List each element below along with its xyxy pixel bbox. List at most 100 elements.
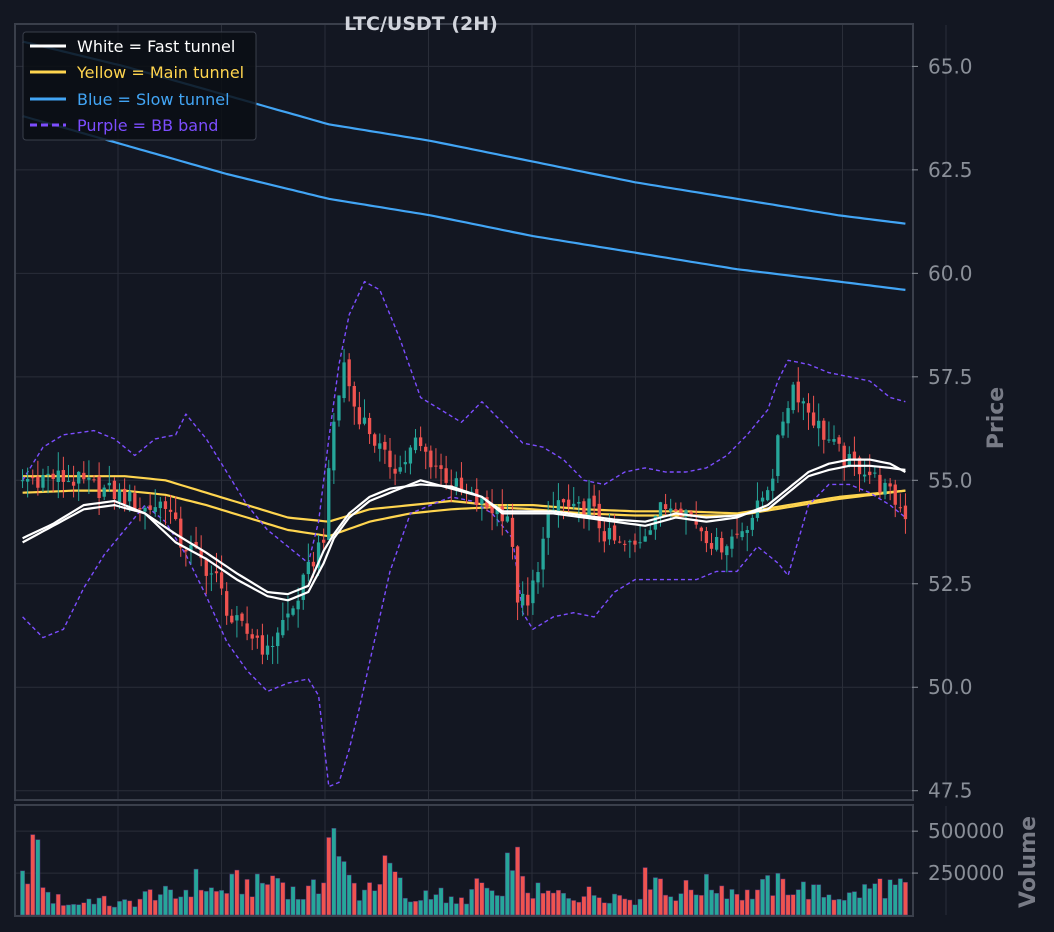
candle-body xyxy=(189,544,193,551)
bollinger-bands xyxy=(22,280,906,788)
volume-bar xyxy=(581,896,587,916)
volume-bar xyxy=(652,877,658,916)
candle-body xyxy=(827,439,831,441)
volume-bar xyxy=(739,899,745,916)
candle-body xyxy=(480,498,484,505)
candle-body xyxy=(25,478,30,482)
volume-bar xyxy=(198,889,204,916)
candle-body xyxy=(357,407,362,425)
volume-bar xyxy=(193,868,199,916)
volume-bar xyxy=(800,881,806,916)
candle-body xyxy=(41,475,45,488)
candle-body xyxy=(643,536,647,542)
candle-body xyxy=(730,536,734,549)
candle-body xyxy=(71,481,76,486)
candle-body xyxy=(128,491,132,502)
legend-main-label: Yellow = Main tunnel xyxy=(76,63,244,82)
candle-body xyxy=(888,483,892,487)
candle-body xyxy=(413,437,418,451)
volume-bar xyxy=(300,899,306,916)
volume-bar xyxy=(265,884,270,916)
candle-body xyxy=(760,497,765,502)
candle-body xyxy=(832,439,836,442)
price-tick-label: 57.5 xyxy=(928,365,973,389)
volume-bar xyxy=(40,887,46,916)
volume-bar xyxy=(494,895,500,916)
volume-bar xyxy=(188,896,194,916)
volume-bar xyxy=(515,846,521,916)
volume-bar xyxy=(55,894,61,916)
candle-body xyxy=(873,472,877,474)
candle-body xyxy=(112,480,117,500)
volume-bar xyxy=(647,889,653,916)
volume-bar xyxy=(50,903,56,916)
volume-bar xyxy=(101,895,107,916)
volume-bar xyxy=(749,898,755,916)
bb-lower-line xyxy=(22,483,906,788)
candle-body xyxy=(61,470,66,482)
legend-bb-label: Purple = BB band xyxy=(77,116,218,135)
candle-body xyxy=(367,417,372,435)
volume-bar xyxy=(862,884,868,916)
candle-body xyxy=(235,615,239,621)
volume-bar xyxy=(254,873,260,916)
candle-body xyxy=(122,488,127,504)
volume-bar xyxy=(30,834,36,916)
volume-bar xyxy=(459,897,464,916)
volume-bar xyxy=(642,867,648,916)
candle-body xyxy=(883,482,887,495)
volume-bar xyxy=(821,897,827,916)
candle-body xyxy=(648,530,652,535)
candle-body xyxy=(898,507,903,509)
volume-bar xyxy=(903,882,908,916)
candle-body xyxy=(745,530,749,533)
volume-bar xyxy=(816,884,822,916)
grid-lines xyxy=(16,25,947,915)
candle-body xyxy=(720,537,724,553)
volume-bar xyxy=(637,898,643,916)
volume-bar xyxy=(882,898,888,916)
volume-bar xyxy=(91,903,97,916)
volume-bar xyxy=(321,882,327,916)
volume-bar xyxy=(127,900,133,916)
candle-body xyxy=(811,412,816,426)
candle-body xyxy=(327,468,331,540)
candle-body xyxy=(623,543,627,545)
volume-bar xyxy=(86,898,92,916)
volume-bar xyxy=(71,904,77,916)
candle-body xyxy=(704,530,709,544)
volume-bar xyxy=(168,889,173,916)
price-tick-label: 52.5 xyxy=(928,572,973,596)
volume-bar xyxy=(678,893,684,916)
volume-bar xyxy=(688,889,694,916)
volume-bars xyxy=(20,828,908,916)
volume-bar xyxy=(137,898,143,916)
candle-body xyxy=(77,471,81,484)
candle-body xyxy=(510,517,515,547)
candle-body xyxy=(490,505,494,514)
candlesticks xyxy=(20,348,908,665)
volume-bar xyxy=(851,891,857,916)
volume-bar xyxy=(877,878,883,916)
fast-tunnel-lines xyxy=(22,458,906,602)
candle-body xyxy=(597,503,601,529)
volume-bar xyxy=(775,873,781,916)
volume-bar xyxy=(356,900,362,916)
candle-body xyxy=(311,561,316,567)
candle-body xyxy=(388,450,392,468)
candle-body xyxy=(403,462,407,465)
candle-body xyxy=(133,493,137,510)
candle-body xyxy=(316,542,321,568)
volume-bar xyxy=(122,899,128,916)
volume-bar xyxy=(520,875,526,916)
candle-body xyxy=(373,434,377,446)
candle-body xyxy=(674,509,678,512)
volume-bar xyxy=(693,894,699,916)
volume-bar xyxy=(402,897,408,916)
volume-bar xyxy=(846,892,852,916)
price-tick-label: 50.0 xyxy=(928,675,973,699)
volume-bar xyxy=(622,898,628,916)
candle-body xyxy=(424,446,428,452)
candle-body xyxy=(173,512,178,520)
candle-body xyxy=(669,508,673,512)
